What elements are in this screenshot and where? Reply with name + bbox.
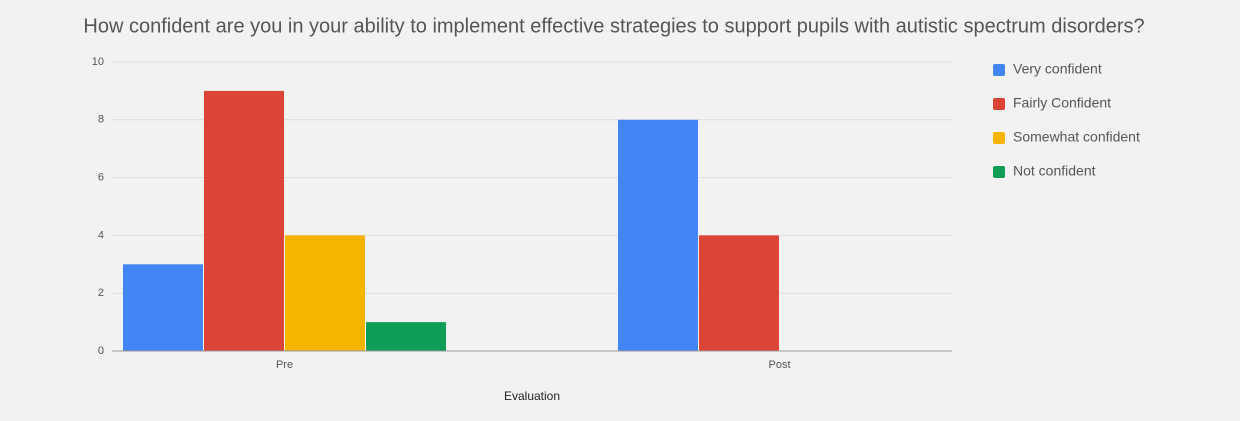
y-tick-label: 2 xyxy=(98,287,104,299)
bar xyxy=(366,322,446,351)
y-tick-label: 4 xyxy=(98,229,104,241)
x-tick-label: Pre xyxy=(276,359,293,371)
legend-swatch xyxy=(993,98,1005,110)
bar xyxy=(618,119,698,351)
x-tick-label: Post xyxy=(768,359,790,371)
y-tick-label: 10 xyxy=(92,56,104,68)
chart-title: How confident are you in your ability to… xyxy=(83,15,1144,37)
legend-swatch xyxy=(993,132,1005,144)
legend-label: Very confident xyxy=(1013,61,1102,77)
legend-label: Fairly Confident xyxy=(1013,95,1111,111)
legend-swatch xyxy=(993,166,1005,178)
y-tick-label: 8 xyxy=(98,114,104,126)
y-tick-label: 6 xyxy=(98,172,104,184)
bar xyxy=(285,235,365,351)
bar xyxy=(204,90,284,352)
legend-swatch xyxy=(993,64,1005,76)
bar xyxy=(123,264,203,351)
legend-label: Somewhat confident xyxy=(1013,129,1140,145)
bar xyxy=(699,235,779,351)
x-axis-label: Evaluation xyxy=(504,389,560,403)
legend-label: Not confident xyxy=(1013,163,1096,179)
y-tick-label: 0 xyxy=(98,345,104,357)
